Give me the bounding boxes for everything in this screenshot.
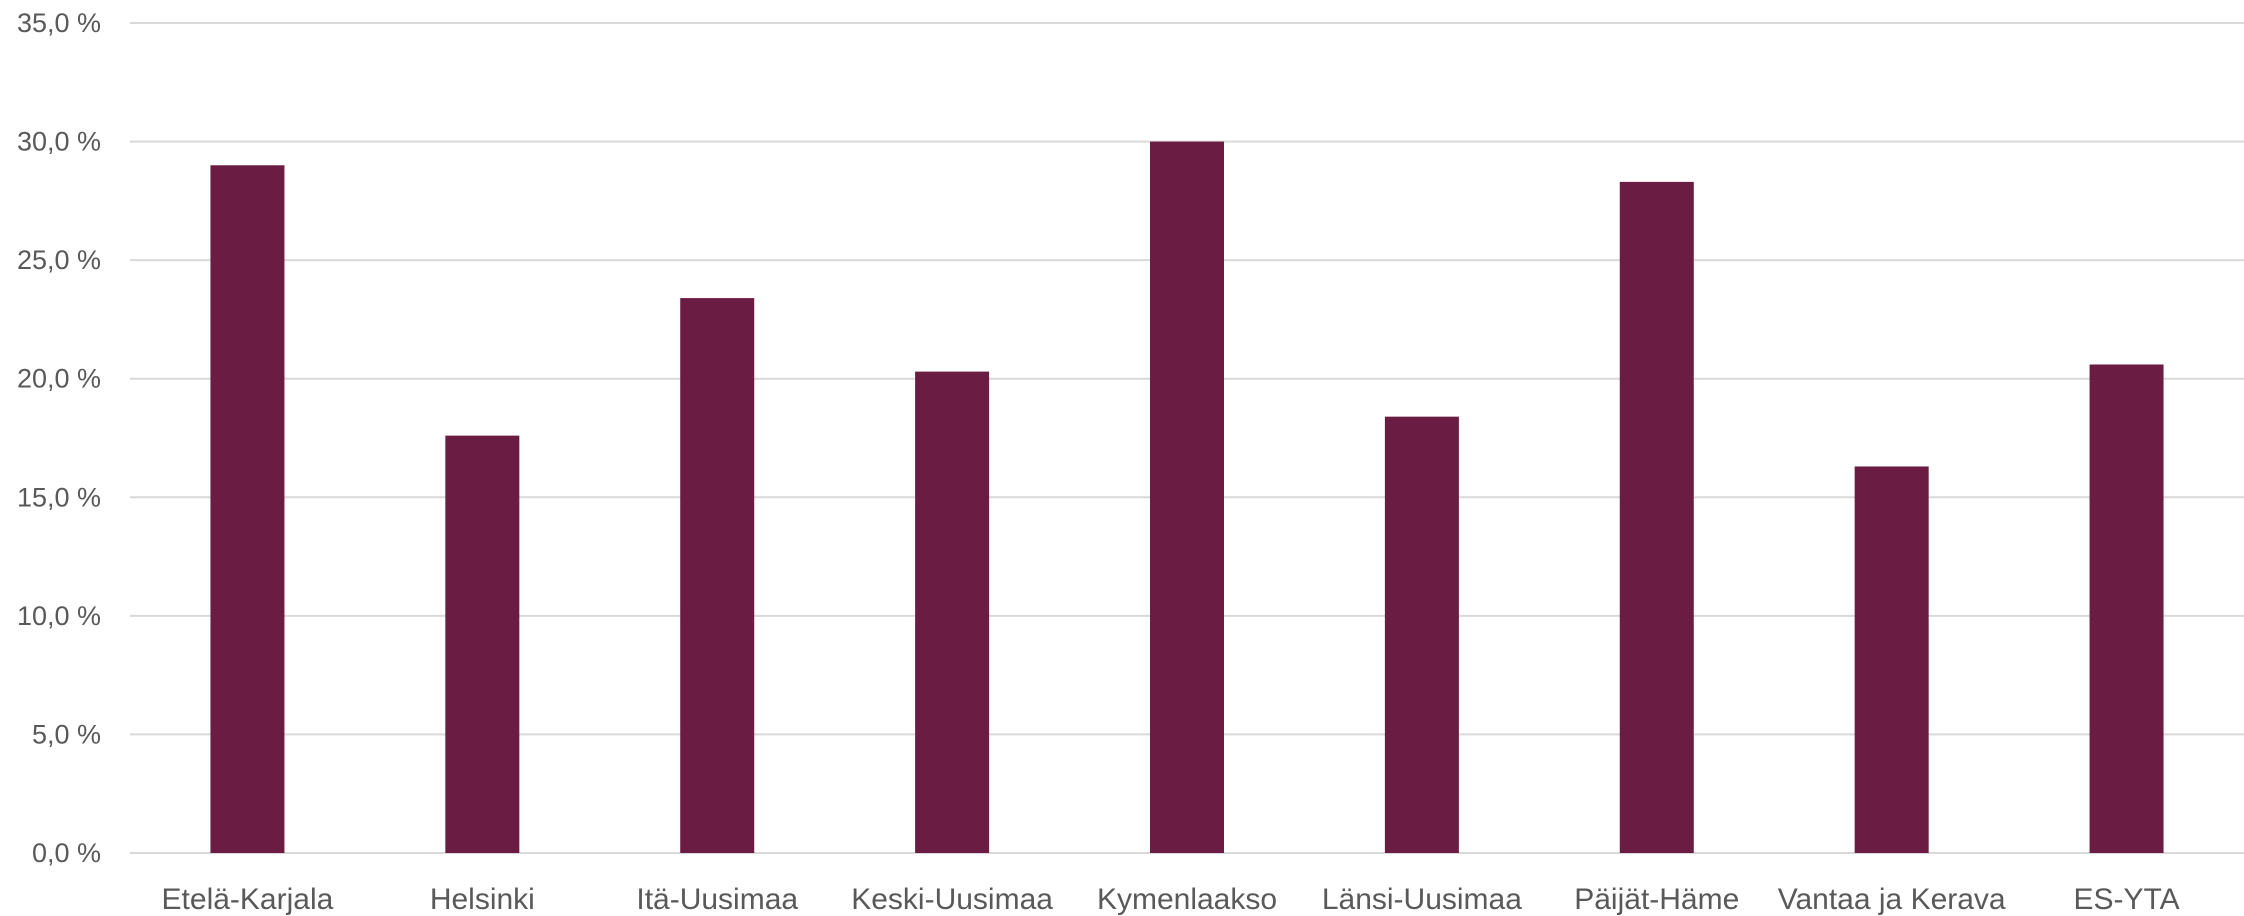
bar (1854, 466, 1929, 853)
bar (1619, 181, 1694, 853)
x-category-label: Helsinki (430, 883, 535, 916)
x-axis-category-labels: Etelä-Karjala Helsinki Itä-Uusimaa Keski-Uu… (162, 883, 2180, 916)
x-category-label: Päijät-Häme (1574, 883, 1739, 916)
y-tick-label: 15,0 % (17, 482, 101, 512)
x-category-label: ES-YTA (2073, 883, 2179, 916)
bar (445, 435, 520, 853)
bar (1384, 416, 1459, 853)
x-category-label: Vantaa ja Kerava (1778, 883, 2006, 916)
y-tick-label: 5,0 % (32, 719, 101, 749)
y-tick-label: 25,0 % (17, 245, 101, 275)
x-category-label: Etelä-Karjala (162, 883, 334, 916)
bars (210, 141, 2164, 854)
bar (1150, 141, 1224, 854)
y-tick-label: 30,0 % (17, 127, 101, 157)
y-tick-label: 20,0 % (17, 364, 101, 394)
x-category-label: Länsi-Uusimaa (1322, 883, 1522, 916)
bar (2089, 364, 2164, 853)
x-category-label: Kymenlaakso (1097, 883, 1277, 916)
bar (680, 298, 755, 854)
y-axis-tick-labels: 0,0 % 5,0 % 10,0 % 15,0 % 20,0 % 25,0 % 30,0 %… (17, 8, 101, 868)
y-tick-label: 0,0 % (32, 838, 101, 868)
x-category-label: Keski-Uusimaa (851, 883, 1053, 916)
x-category-label: Itä-Uusimaa (636, 883, 798, 916)
bar (210, 165, 285, 854)
y-tick-label: 10,0 % (17, 601, 101, 631)
y-tick-label: 35,0 % (17, 8, 101, 38)
bar (915, 371, 990, 853)
